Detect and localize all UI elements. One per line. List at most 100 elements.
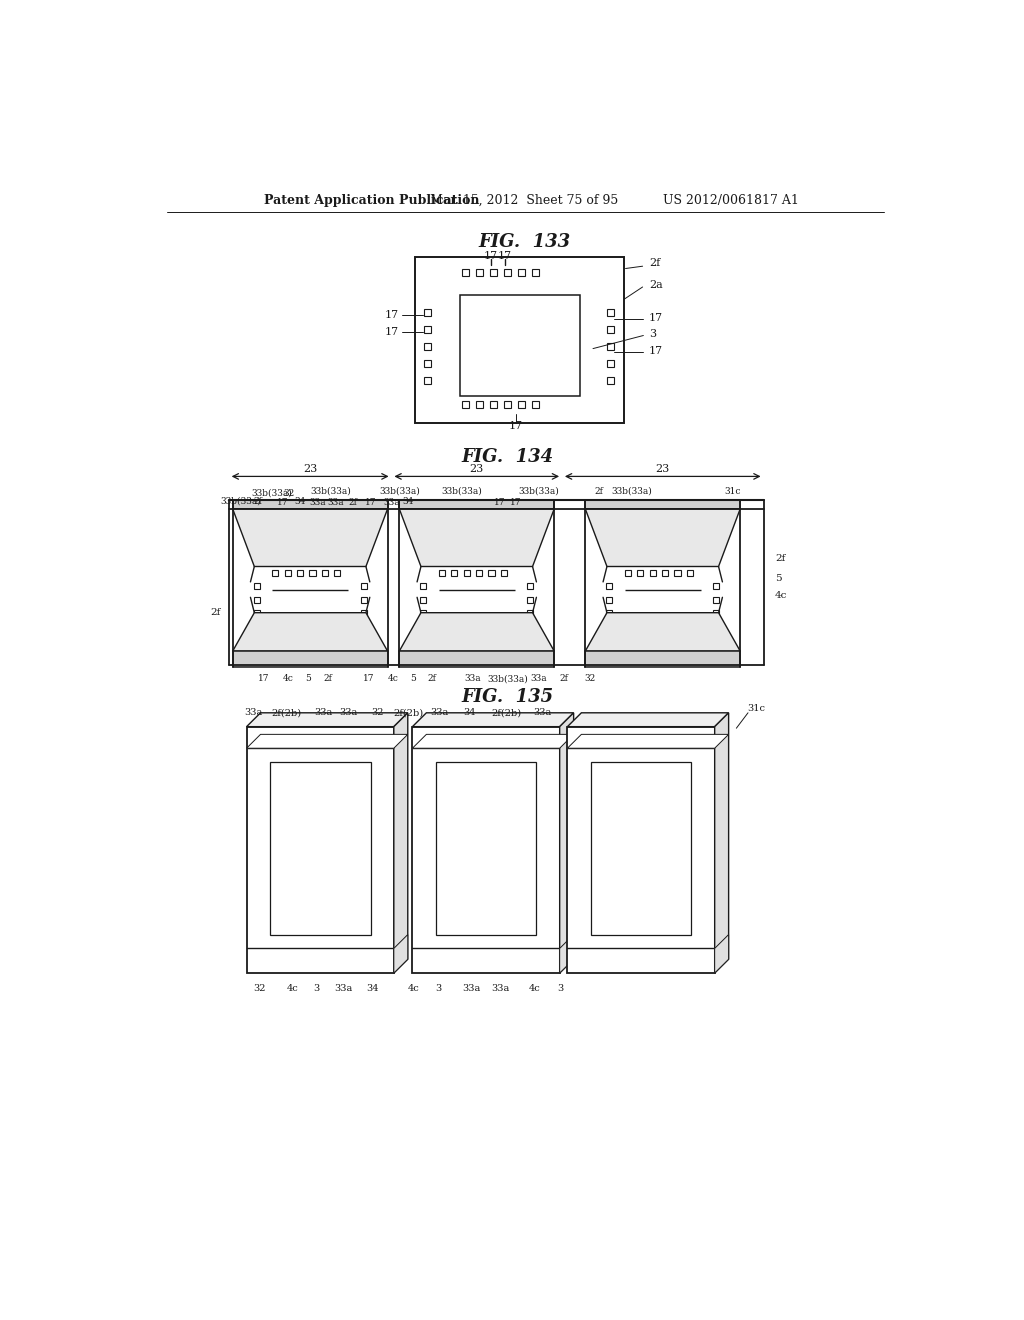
Bar [625,570,631,576]
Bar [285,615,291,622]
Bar [488,615,495,622]
Text: 33b(33a): 33b(33a) [310,487,351,495]
Bar [254,638,260,644]
Bar [606,638,612,644]
Bar [247,726,394,973]
Polygon shape [715,713,729,973]
Text: 23: 23 [303,463,317,474]
Bar [334,570,340,576]
Text: FIG.  134: FIG. 134 [462,449,554,466]
Polygon shape [413,713,573,726]
Bar [586,499,740,508]
Text: 33b(33a): 33b(33a) [379,487,420,495]
Polygon shape [399,612,554,651]
Bar [625,615,631,622]
Text: 31c: 31c [746,704,765,713]
Bar [254,597,260,603]
Bar [424,326,431,333]
Bar [713,624,719,631]
Text: 17: 17 [495,498,506,507]
Text: 17: 17 [385,310,399,319]
Text: 17: 17 [385,326,399,337]
Text: 31c: 31c [724,487,740,495]
Bar [424,376,431,384]
Bar [713,638,719,644]
Bar [452,615,458,622]
Text: 3: 3 [557,983,563,993]
Text: 2f(2b): 2f(2b) [492,709,521,717]
Text: 32: 32 [254,983,266,993]
Bar [713,610,719,616]
Bar [675,615,681,622]
Bar [649,615,655,622]
Bar [254,624,260,631]
Bar [637,570,643,576]
Text: 2f: 2f [211,609,221,618]
Text: 33b(33a): 33b(33a) [220,496,261,506]
Text: 2f: 2f [775,554,785,564]
Text: 33a: 33a [534,709,552,717]
Bar [713,597,719,603]
Text: 23: 23 [655,463,670,474]
Text: 3: 3 [649,329,656,339]
Text: 33b(33a): 33b(33a) [487,675,528,684]
Bar [607,343,614,350]
Text: 2f: 2f [254,496,262,506]
Text: 17: 17 [278,498,289,507]
Bar [713,582,719,589]
Text: 4c: 4c [283,675,294,684]
Bar [662,570,669,576]
Bar [420,624,426,631]
Text: 33a: 33a [462,983,480,993]
Polygon shape [413,734,573,748]
Text: 32: 32 [372,709,384,717]
Bar [309,615,315,622]
Text: 33a: 33a [465,675,481,684]
Polygon shape [232,508,388,566]
Bar [518,269,525,276]
Text: 2a: 2a [649,280,663,290]
Bar [463,401,469,408]
Bar [438,570,445,576]
Bar [606,624,612,631]
Polygon shape [560,713,573,973]
Bar [527,638,534,644]
Bar [476,401,483,408]
Polygon shape [586,508,740,566]
Bar [270,762,371,935]
Text: 33b(33a): 33b(33a) [441,487,481,495]
Bar [607,309,614,315]
Polygon shape [560,935,573,973]
Text: 17: 17 [649,346,663,356]
Bar [360,624,367,631]
Text: 2f(2b): 2f(2b) [271,709,302,717]
Bar [687,615,693,622]
Polygon shape [715,935,729,973]
Text: 4c: 4c [529,983,541,993]
Bar [518,401,525,408]
Text: 34: 34 [402,496,415,506]
Text: 17: 17 [510,498,521,507]
Bar [607,326,614,333]
Bar [334,615,340,622]
Bar [476,615,482,622]
Bar [687,570,693,576]
Text: 34: 34 [463,709,475,717]
Bar [232,651,388,667]
Bar [424,360,431,367]
Text: 33a: 33a [340,709,358,717]
Bar [606,610,612,616]
Bar [488,570,495,576]
Bar [360,597,367,603]
Bar [675,570,681,576]
Text: 33a: 33a [383,498,399,507]
Bar [586,651,740,667]
Bar [649,570,655,576]
Bar [452,570,458,576]
Bar [463,269,469,276]
Text: FIG.  133: FIG. 133 [479,232,570,251]
Bar [399,499,554,508]
Bar [527,610,534,616]
Text: US 2012/0061817 A1: US 2012/0061817 A1 [663,194,799,207]
Polygon shape [247,713,408,726]
